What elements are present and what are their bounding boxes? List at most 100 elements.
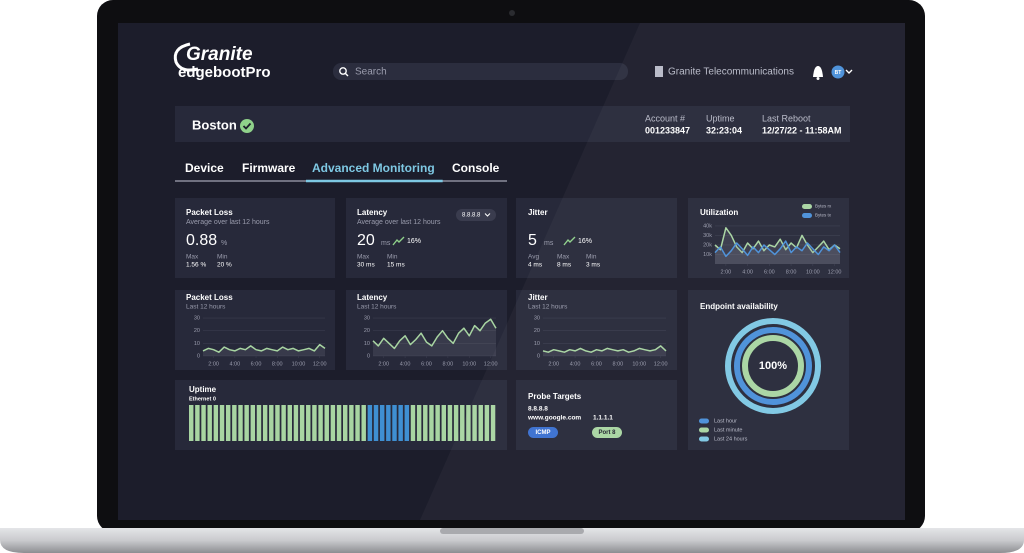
uptime-bar — [466, 405, 471, 441]
card-subtitle: Average over last 12 hours — [357, 219, 441, 226]
uptime-bar — [306, 405, 311, 441]
status-check — [242, 122, 252, 130]
protocol-label: ICMP — [536, 430, 551, 436]
card-title: Jitter — [528, 208, 548, 217]
search-icon — [339, 67, 347, 75]
card-title: Utilization — [700, 208, 738, 217]
uptime-bar — [484, 405, 490, 441]
card-title: Latency — [357, 293, 388, 302]
stat-value: 20 % — [217, 262, 232, 269]
metric-value: 0.88 — [186, 232, 217, 249]
legend-swatch — [802, 213, 812, 218]
x-tick-label: 6:00 — [251, 361, 262, 367]
x-tick-label: 2:00 — [378, 361, 389, 367]
tab[interactable]: Advanced Monitoring — [312, 161, 435, 175]
y-tick-label: 40k — [703, 223, 712, 229]
uptime-bar — [281, 405, 286, 441]
uptime-bar — [238, 405, 243, 441]
probe-address: 1.1.1.1 — [593, 415, 613, 422]
building-icon — [655, 66, 663, 77]
uptime-bar — [429, 405, 434, 441]
site-card — [175, 106, 850, 142]
logo-top: Granite — [186, 44, 253, 65]
search-placeholder: Search — [355, 67, 387, 78]
uptime-bar — [435, 405, 440, 441]
uptime-bar — [318, 405, 323, 441]
uptime-bar — [453, 405, 459, 441]
x-tick-label: 4:00 — [229, 361, 240, 367]
card-title: Latency — [357, 208, 388, 217]
site-name: Boston — [192, 117, 237, 132]
card — [175, 290, 335, 370]
metric-unit: % — [221, 240, 227, 247]
x-tick-label: 10:00 — [462, 361, 476, 367]
x-tick-label: 10:00 — [632, 361, 646, 367]
target-dropdown-value: 8.8.8.8 — [462, 213, 481, 219]
x-tick-label: 6:00 — [764, 269, 775, 275]
uptime-bar — [349, 405, 354, 441]
x-tick-label: 6:00 — [591, 361, 602, 367]
trend-arrow — [392, 236, 405, 246]
tab[interactable]: Firmware — [242, 161, 296, 175]
x-tick-label: 2:00 — [721, 269, 732, 275]
protocol-label: Port 8 — [598, 430, 616, 436]
trend-arrow — [563, 236, 576, 246]
company-name[interactable]: Granite Telecommunications — [668, 67, 794, 78]
x-tick-label: 12:00 — [654, 361, 668, 367]
y-tick-label: 30 — [364, 315, 370, 321]
series-line — [714, 240, 841, 258]
x-tick-label: 12:00 — [484, 361, 498, 367]
x-tick-label: 4:00 — [400, 361, 411, 367]
x-tick-label: 2:00 — [548, 361, 559, 367]
avatar-chevron[interactable] — [845, 69, 853, 74]
account-number: 001233847 — [645, 125, 690, 135]
uptime-bar — [472, 405, 477, 441]
uptime-bar — [250, 405, 256, 441]
stat-value: 4 ms — [528, 262, 543, 269]
tab[interactable]: Console — [452, 161, 500, 175]
stat-label: Max — [357, 254, 370, 261]
avatar[interactable] — [831, 65, 845, 79]
card-subtitle: Last 12 hours — [186, 304, 226, 311]
uptime-bar — [423, 405, 428, 441]
uptime-bar — [490, 405, 496, 441]
legend-swatch — [699, 427, 709, 433]
availability-value: 100% — [759, 360, 787, 372]
availability-ring — [742, 335, 804, 397]
stat-label: Max — [186, 254, 199, 261]
uptime-bar — [232, 405, 237, 441]
notification-bell[interactable] — [813, 66, 823, 77]
uptime-bar — [312, 405, 317, 441]
uptime-bar — [195, 405, 200, 441]
tab[interactable]: Device — [185, 161, 224, 175]
probe-address: 8.8.8.8 — [528, 406, 548, 413]
uptime-bar — [460, 405, 465, 441]
card-title: Probe Targets — [528, 392, 582, 401]
card — [516, 380, 677, 450]
series-line — [372, 318, 497, 350]
stat-value: 15 ms — [387, 262, 405, 269]
card — [688, 290, 849, 450]
uptime-bar — [324, 405, 329, 441]
search-bar[interactable] — [333, 63, 628, 80]
interface-name: Ethernet 0 — [189, 396, 216, 402]
protocol-pill — [592, 427, 622, 438]
target-dropdown[interactable] — [456, 209, 496, 221]
stat-label: Max — [557, 254, 570, 261]
card-title: Endpoint availability — [700, 302, 778, 311]
legend-swatch — [699, 436, 709, 442]
x-tick-label: 12:00 — [828, 269, 842, 275]
card-title: Packet Loss — [186, 208, 233, 217]
uptime-bar — [299, 405, 305, 441]
uptime-bar — [213, 405, 219, 441]
uptime-bar — [392, 405, 397, 441]
x-tick-label: 8:00 — [272, 361, 283, 367]
y-tick-label: 10 — [364, 341, 370, 347]
legend-label: Last minute — [714, 427, 742, 433]
uptime-bar — [207, 405, 212, 441]
legend-label: Bytes tx — [815, 213, 832, 218]
camera — [509, 10, 515, 16]
uptime-bar — [386, 405, 391, 441]
